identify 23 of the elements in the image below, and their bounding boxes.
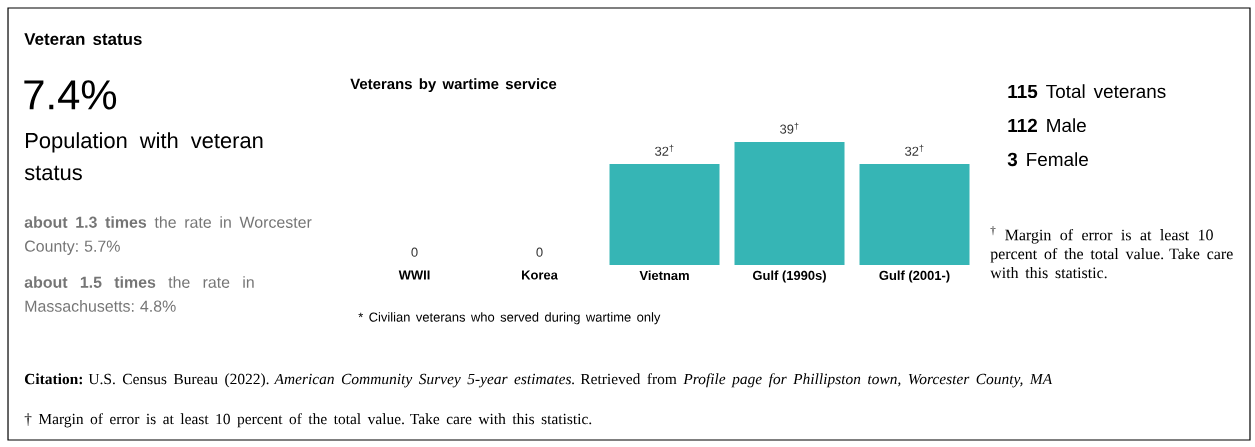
- x-tick-label: Gulf (2001-): [879, 270, 950, 283]
- x-tick-label: Gulf (1990s): [752, 270, 826, 283]
- x-tick-label: Korea: [522, 270, 558, 280]
- x-tick-label: Vietnam: [639, 270, 689, 281]
- text: Veteran status: [24, 33, 142, 46]
- text: 112 Male: [1008, 118, 1086, 133]
- data-label: 0: [411, 247, 418, 257]
- text: $^{†}$ Margin of error is at least 10 percent of the total value. Take care with this statistic.: [990, 226, 1233, 279]
- text: about 1.5 times the rate in Massachusetts: 4.8%: [24, 276, 254, 312]
- data-label: 0: [536, 247, 543, 257]
- data-label: 32$^{†}$: [905, 144, 924, 156]
- text: about 1.3 times the rate in Worcester County: 5.7%: [24, 216, 312, 255]
- data-label: 39$^{†}$: [780, 122, 799, 134]
- text: 7.4%: [24, 80, 117, 110]
- chart-title: Veterans by wartime service: [350, 78, 557, 93]
- text: * Civilian veterans who served during wartime only: [358, 312, 661, 325]
- text: † Margin of error is at least 10 percent of the total value. Take care with this statistic.: [24, 413, 592, 428]
- text: 3 Female: [1007, 152, 1088, 167]
- text: Population with veteran status: [24, 132, 263, 181]
- data-label: 32$^{†}$: [655, 144, 674, 156]
- x-tick-label: WWII: [398, 270, 430, 280]
- text: 115 Total veterans: [1008, 84, 1166, 99]
- text: Citation: U.S. Census Bureau (2022). American Community Survey 5-year estimates. Retrieved from Profile page for Phillipston town, Worcester County, MA: [24, 373, 1053, 388]
